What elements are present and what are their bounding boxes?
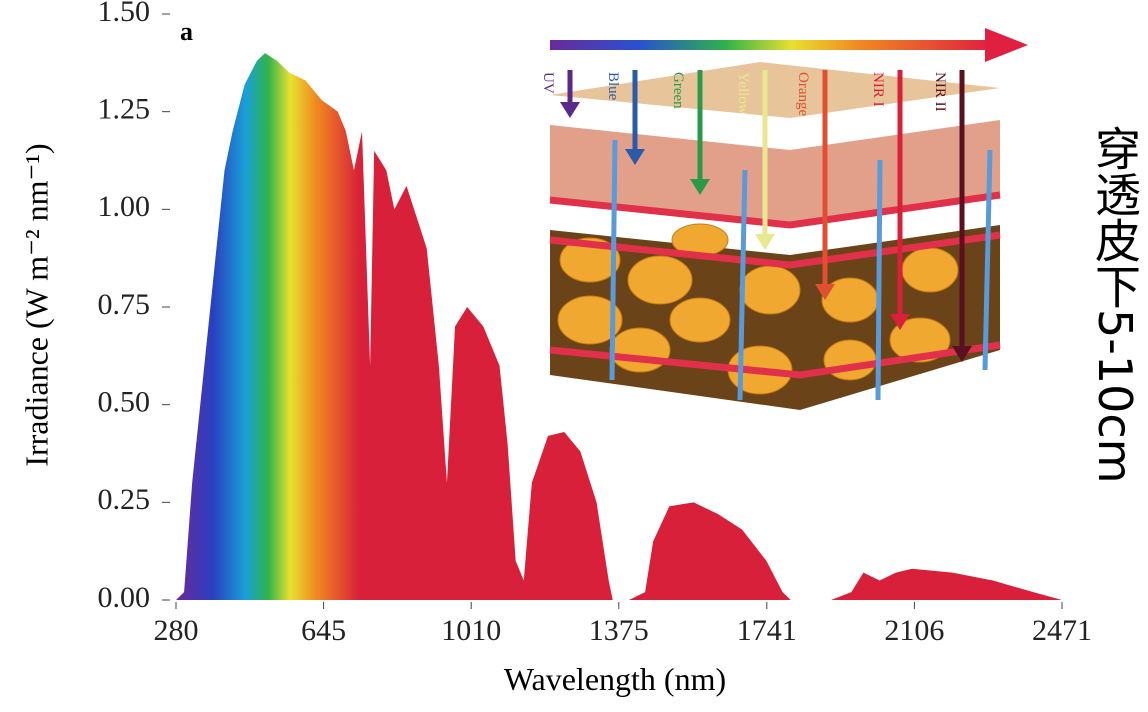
y-tick-label: 1.00 [98, 190, 151, 223]
inset-label: NIR II [932, 72, 948, 112]
y-axis-label: Irradiance (W m⁻² nm⁻¹) [18, 143, 54, 466]
inset-label: NIR I [870, 72, 886, 107]
arrow-head [560, 102, 580, 118]
x-tick-label: 1010 [441, 614, 501, 647]
y-tick-label: 0.25 [98, 483, 151, 516]
x-tick-label: 2106 [884, 614, 944, 647]
y-tick-label: 1.25 [98, 93, 151, 126]
skin-inset [549, 28, 1028, 410]
inset-label: Yellow [735, 72, 751, 115]
inset-label: UV [540, 72, 556, 94]
arrow-head [890, 314, 910, 330]
y-tick-label: 0.50 [98, 386, 151, 419]
arrow-head [952, 346, 972, 362]
arrow-head [625, 149, 645, 165]
y-tick-label: 0.00 [98, 581, 151, 614]
panel-label: a [180, 17, 193, 46]
y-tick-label: 0.75 [98, 288, 151, 321]
x-tick-label: 1375 [589, 614, 649, 647]
inset-label: Blue [605, 72, 621, 101]
arrow-head [815, 284, 835, 300]
inset-label: Orange [795, 72, 811, 116]
x-tick-label: 2471 [1032, 614, 1092, 647]
y-tick-label: 1.50 [98, 0, 151, 28]
x-tick-label: 280 [154, 614, 199, 647]
arrow-head [690, 179, 710, 195]
x-tick-label: 645 [301, 614, 346, 647]
x-tick-label: 1741 [737, 614, 797, 647]
side-note: 穿透皮下5-10cm [1088, 125, 1142, 484]
arrow-head [755, 234, 775, 250]
x-axis-label: Wavelength (nm) [504, 661, 726, 697]
spectrum-area [176, 53, 1062, 601]
inset-label: Green [670, 72, 686, 109]
